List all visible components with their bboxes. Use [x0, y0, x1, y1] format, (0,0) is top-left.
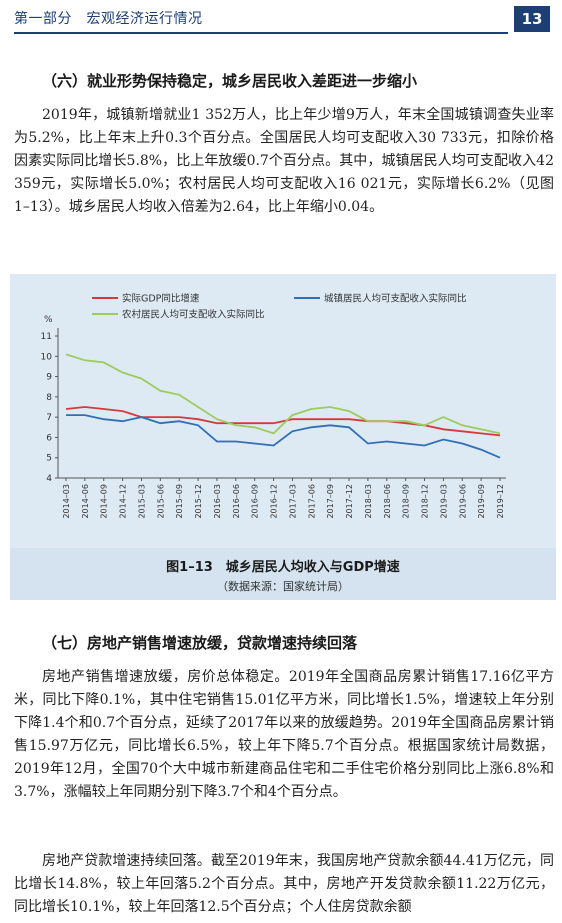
x-tick-label: 2014–12: [119, 484, 128, 519]
x-tick-label: 2019–06: [458, 484, 467, 519]
x-tick-label: 2019–09: [477, 484, 486, 519]
section-heading-real-estate: （七）房地产销售增速放缓，贷款增速持续回落: [42, 634, 358, 652]
x-tick-label: 2015–03: [137, 484, 146, 519]
x-tick-label: 2018–06: [383, 484, 392, 519]
paragraph-real-estate-sales: 房地产销售增速放缓，房价总体稳定。2019年全国商品房累计销售17.16亿平方米…: [14, 666, 554, 804]
x-tick-label: 2016–12: [270, 484, 279, 519]
legend-label: 城镇居民人均可支配收入实际同比: [324, 293, 467, 305]
y-tick-label: 4: [46, 474, 52, 484]
y-tick-label: 6: [46, 433, 52, 443]
paragraph-text: 房地产销售增速放缓，房价总体稳定。2019年全国商品房累计销售17.16亿平方米…: [14, 669, 554, 800]
caption-source: （数据来源：国家统计局）: [217, 580, 349, 593]
x-tick-label: 2019–03: [439, 484, 448, 519]
x-tick-label: 2017–03: [288, 484, 297, 519]
legend-label: 农村居民人均可支配收入实际同比: [122, 309, 265, 321]
x-tick-label: 2014–06: [81, 484, 90, 519]
paragraph-text: 2019年，城镇新增就业1 352万人，比上年少增9万人，年末全国城镇调查失业率…: [14, 107, 554, 215]
x-tick-label: 2018–09: [402, 484, 411, 519]
y-tick-label: 8: [46, 393, 52, 403]
chart-axes: % 4 5 6 7 8 9 10 11 2014–03 2014–06 2014–09 2014–12 2…: [41, 315, 506, 519]
caption-title: 图1–13 城乡居民人均收入与GDP增速: [166, 560, 400, 575]
page-header: 第一部分 宏观经济运行情况 13: [0, 0, 562, 40]
x-tick-label: 2017–06: [307, 484, 316, 519]
series-line-1: [65, 406, 501, 437]
y-tick-label: 7: [46, 413, 52, 423]
header-rule: [14, 32, 508, 34]
header-title: 第一部分 宏观经济运行情况: [14, 11, 203, 27]
legend-label: 实际GDP同比增速: [122, 293, 200, 305]
x-tick-label: 2017–12: [345, 484, 354, 519]
line-chart: 实际GDP同比增速 城镇居民人均可支配收入实际同比农村居民人均可支配收入实际同比 …: [41, 293, 506, 519]
x-tick-label: 2016–09: [251, 484, 260, 519]
figure-panel: 实际GDP同比增速 城镇居民人均可支配收入实际同比 农村居民人均可支配收入实际同比 …: [10, 274, 556, 599]
y-tick-label: 9: [46, 373, 52, 383]
series-line-2: [66, 414, 501, 459]
x-tick-label: 2015–06: [156, 484, 165, 519]
figure-caption: 图1–13 城乡居民人均收入与GDP增速 （数据来源：国家统计局）: [10, 548, 556, 600]
x-tick-label: 2015–12: [194, 484, 203, 519]
x-tick-label: 2019–12: [496, 484, 505, 519]
y-axis-label: %: [44, 315, 53, 325]
x-tick-label: 2017–09: [326, 484, 335, 519]
x-tick-label: 2018–03: [364, 484, 373, 519]
chart-lines: [65, 353, 501, 459]
x-tick-label: 2014–09: [100, 484, 109, 519]
paragraph-real-estate-loans: 房地产贷款增速持续回落。截至2019年末，我国房地产贷款余额44.41万亿元，同…: [14, 850, 554, 919]
page-number: 13: [514, 6, 550, 32]
x-tick-label: 2018–12: [421, 484, 430, 519]
paragraph-employment: 2019年，城镇新增就业1 352万人，比上年少增9万人，年末全国城镇调查失业率…: [14, 104, 554, 219]
x-tick-label: 2014–03: [62, 484, 71, 519]
paragraph-text: 房地产贷款增速持续回落。截至2019年末，我国房地产贷款余额44.41万亿元，同…: [14, 853, 554, 915]
x-tick-label: 2016–06: [232, 484, 241, 519]
series-line-3: [65, 353, 501, 435]
y-tick-label: 5: [46, 454, 52, 464]
section-heading-employment: （六）就业形势保持稳定，城乡居民收入差距进一步缩小: [42, 72, 418, 90]
x-tick-label: 2016–03: [213, 484, 222, 519]
y-tick-label: 11: [41, 332, 52, 342]
x-tick-label: 2015–09: [175, 484, 184, 519]
y-tick-label: 10: [41, 352, 53, 362]
